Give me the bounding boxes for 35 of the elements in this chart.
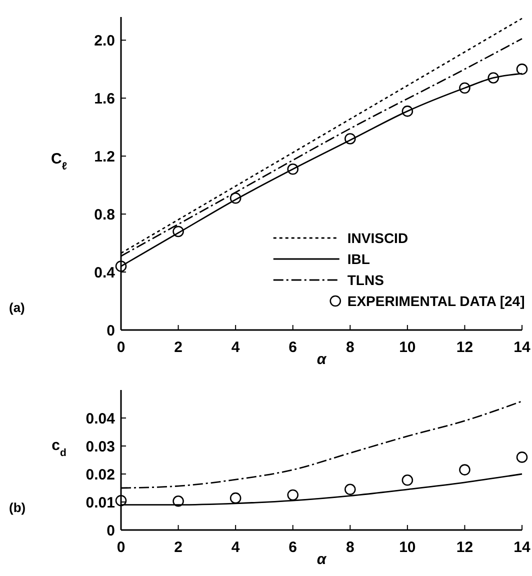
legend-label: TLNS [347,272,384,288]
y-tick-label: 0 [106,522,115,540]
x-tick-label: 4 [231,339,240,356]
text: (b) [9,500,26,515]
x-tick-label: 8 [346,539,354,556]
legend-label: IBL [347,250,370,267]
x-tick-label: 6 [288,339,298,356]
y-tick-label: 1.2 [94,148,115,166]
y-axis-title: C$_{ℓ}$ [51,150,67,172]
x-tick-label: 2 [174,339,182,356]
x-tick-label: 14 [514,339,531,356]
y-tick-label: 0.8 [94,206,115,224]
x-tick-label: 14 [514,539,531,556]
text: (a) [9,300,25,315]
x-axis-title: α [316,551,327,568]
x-tick-label: 2 [174,539,182,556]
x-tick-label: 10 [399,539,416,556]
y-tick-label: 0.02 [86,466,115,484]
x-axis-title: α [316,351,327,368]
x-tick-label: 10 [399,339,416,356]
y-tick-label: 0 [106,322,115,340]
legend-label: EXPERIMENTAL DATA [24] [347,292,525,309]
x-tick-label: 12 [456,339,474,356]
y-tick-label: 0.4 [94,264,116,282]
y-tick-label: 0.03 [86,438,115,456]
y-tick-label: 0.01 [86,494,115,512]
x-tick-label: 8 [346,339,354,356]
x-tick-label: 6 [288,539,298,556]
y-axis-title: c$_{d}$ [52,437,66,459]
x-tick-label: 12 [456,539,474,556]
y-tick-label: 1.6 [94,90,115,108]
y-tick-label: 2.0 [94,32,115,50]
x-tick-label: 4 [231,539,240,556]
y-tick-label: 0.04 [86,410,116,428]
legend-label: INVISCID [347,230,408,246]
